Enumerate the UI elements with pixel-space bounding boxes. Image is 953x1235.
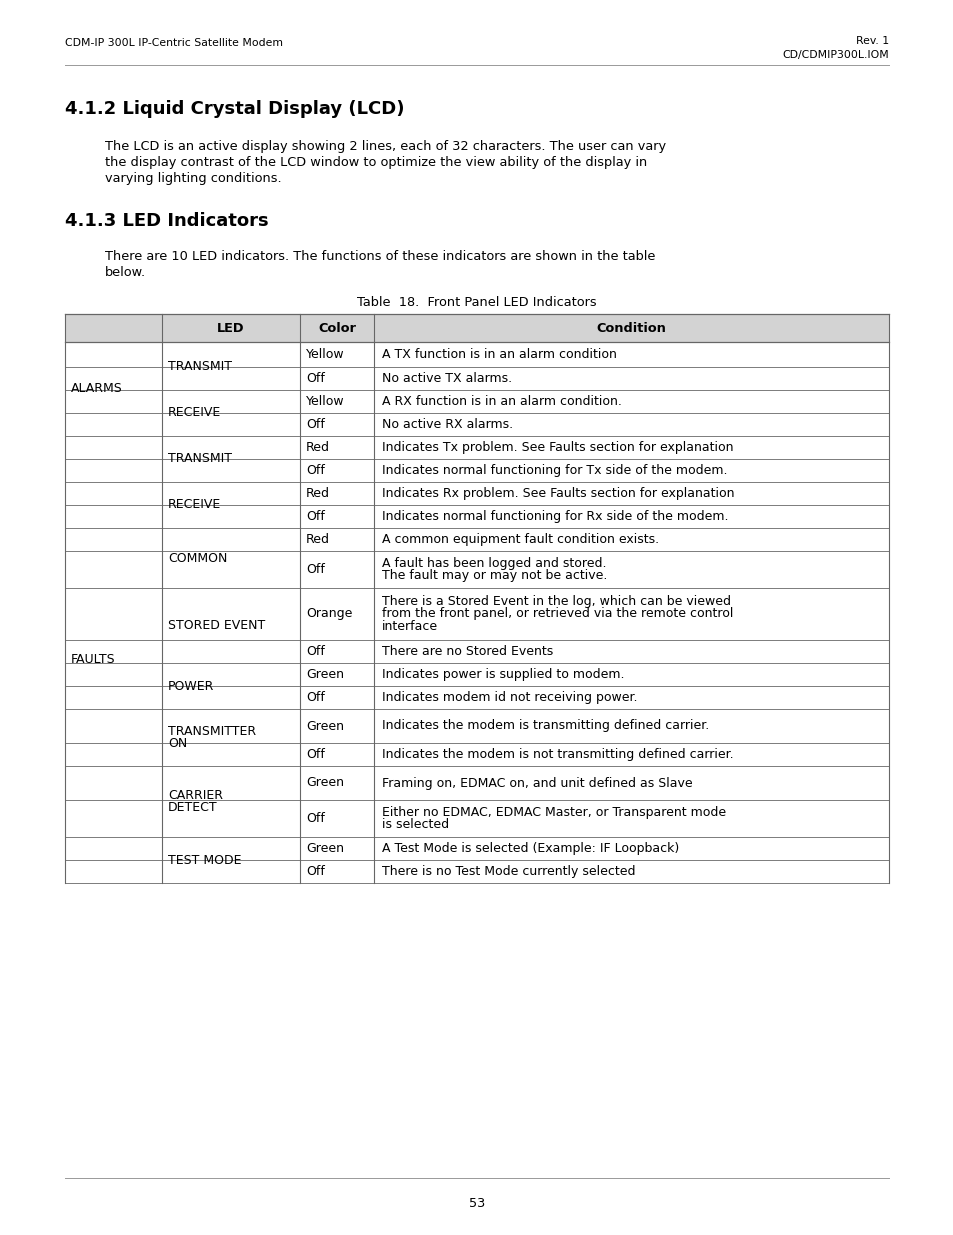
Text: interface: interface [381,620,437,632]
Text: The LCD is an active display showing 2 lines, each of 32 characters. The user ca: The LCD is an active display showing 2 l… [105,140,665,153]
Text: is selected: is selected [381,818,449,831]
Text: ALARMS: ALARMS [71,383,123,395]
Bar [65,314,888,342]
Text: Indicates normal functioning for Rx side of the modem.: Indicates normal functioning for Rx side… [381,510,728,522]
Text: Green: Green [306,842,344,855]
Text: Off: Off [306,864,325,878]
Text: There is a Stored Event in the log, which can be viewed: There is a Stored Event in the log, whic… [381,595,730,609]
Text: Indicates normal functioning for Tx side of the modem.: Indicates normal functioning for Tx side… [381,464,727,477]
Text: STORED EVENT: STORED EVENT [168,619,265,632]
Text: There are no Stored Events: There are no Stored Events [381,645,553,658]
Text: Indicates modem id not receiving power.: Indicates modem id not receiving power. [381,692,637,704]
Text: TEST MODE: TEST MODE [168,853,241,867]
Text: There are 10 LED indicators. The functions of these indicators are shown in the : There are 10 LED indicators. The functio… [105,249,655,263]
Text: Off: Off [306,748,325,761]
Text: 4.1.3 LED Indicators: 4.1.3 LED Indicators [65,212,269,230]
Text: Yellow: Yellow [306,348,344,361]
Text: Green: Green [306,720,344,732]
Text: from the front panel, or retrieved via the remote control: from the front panel, or retrieved via t… [381,608,733,620]
Text: Color: Color [317,321,355,335]
Text: COMMON: COMMON [168,552,227,564]
Text: Indicates the modem is transmitting defined carrier.: Indicates the modem is transmitting defi… [381,720,708,732]
Text: Orange: Orange [306,608,352,620]
Text: Off: Off [306,417,325,431]
Text: Off: Off [306,563,325,576]
Text: ON: ON [168,737,187,750]
Text: Yellow: Yellow [306,395,344,408]
Text: A Test Mode is selected (Example: IF Loopback): A Test Mode is selected (Example: IF Loo… [381,842,679,855]
Text: Rev. 1: Rev. 1 [855,36,888,46]
Text: A RX function is in an alarm condition.: A RX function is in an alarm condition. [381,395,621,408]
Text: TRANSMIT: TRANSMIT [168,452,232,466]
Text: RECEIVE: RECEIVE [168,406,221,420]
Text: A fault has been logged and stored.: A fault has been logged and stored. [381,557,606,569]
Text: 4.1.2 Liquid Crystal Display (LCD): 4.1.2 Liquid Crystal Display (LCD) [65,100,404,119]
Text: Indicates power is supplied to modem.: Indicates power is supplied to modem. [381,668,624,680]
Text: The fault may or may not be active.: The fault may or may not be active. [381,569,607,582]
Text: POWER: POWER [168,679,214,693]
Text: Indicates Rx problem. See Faults section for explanation: Indicates Rx problem. See Faults section… [381,487,734,500]
Text: TRANSMIT: TRANSMIT [168,359,232,373]
Text: A TX function is in an alarm condition: A TX function is in an alarm condition [381,348,617,361]
Text: RECEIVE: RECEIVE [168,499,221,511]
Text: Off: Off [306,645,325,658]
Text: LED: LED [217,321,245,335]
Text: Green: Green [306,668,344,680]
Text: Green: Green [306,777,344,789]
Text: Red: Red [306,487,330,500]
Text: Indicates Tx problem. See Faults section for explanation: Indicates Tx problem. See Faults section… [381,441,733,454]
Text: Off: Off [306,692,325,704]
Text: varying lighting conditions.: varying lighting conditions. [105,172,281,185]
Text: 53: 53 [468,1197,485,1210]
Text: Indicates the modem is not transmitting defined carrier.: Indicates the modem is not transmitting … [381,748,733,761]
Text: TRANSMITTER: TRANSMITTER [168,725,255,739]
Text: CD/CDMIP300L.IOM: CD/CDMIP300L.IOM [781,49,888,61]
Text: Condition: Condition [596,321,666,335]
Text: Off: Off [306,464,325,477]
Text: No active TX alarms.: No active TX alarms. [381,372,512,385]
Text: the display contrast of the LCD window to optimize the view ability of the displ: the display contrast of the LCD window t… [105,156,646,169]
Text: Off: Off [306,510,325,522]
Text: Red: Red [306,534,330,546]
Text: No active RX alarms.: No active RX alarms. [381,417,513,431]
Text: Framing on, EDMAC on, and unit defined as Slave: Framing on, EDMAC on, and unit defined a… [381,777,692,789]
Text: A common equipment fault condition exists.: A common equipment fault condition exist… [381,534,659,546]
Text: below.: below. [105,266,146,279]
Text: FAULTS: FAULTS [71,653,115,666]
Text: Red: Red [306,441,330,454]
Text: Table  18.  Front Panel LED Indicators: Table 18. Front Panel LED Indicators [356,296,597,309]
Text: Off: Off [306,372,325,385]
Text: Either no EDMAC, EDMAC Master, or Transparent mode: Either no EDMAC, EDMAC Master, or Transp… [381,806,725,819]
Text: Off: Off [306,811,325,825]
Text: There is no Test Mode currently selected: There is no Test Mode currently selected [381,864,635,878]
Text: DETECT: DETECT [168,802,217,814]
Text: CDM-IP 300L IP-Centric Satellite Modem: CDM-IP 300L IP-Centric Satellite Modem [65,38,283,48]
Text: CARRIER: CARRIER [168,789,223,802]
